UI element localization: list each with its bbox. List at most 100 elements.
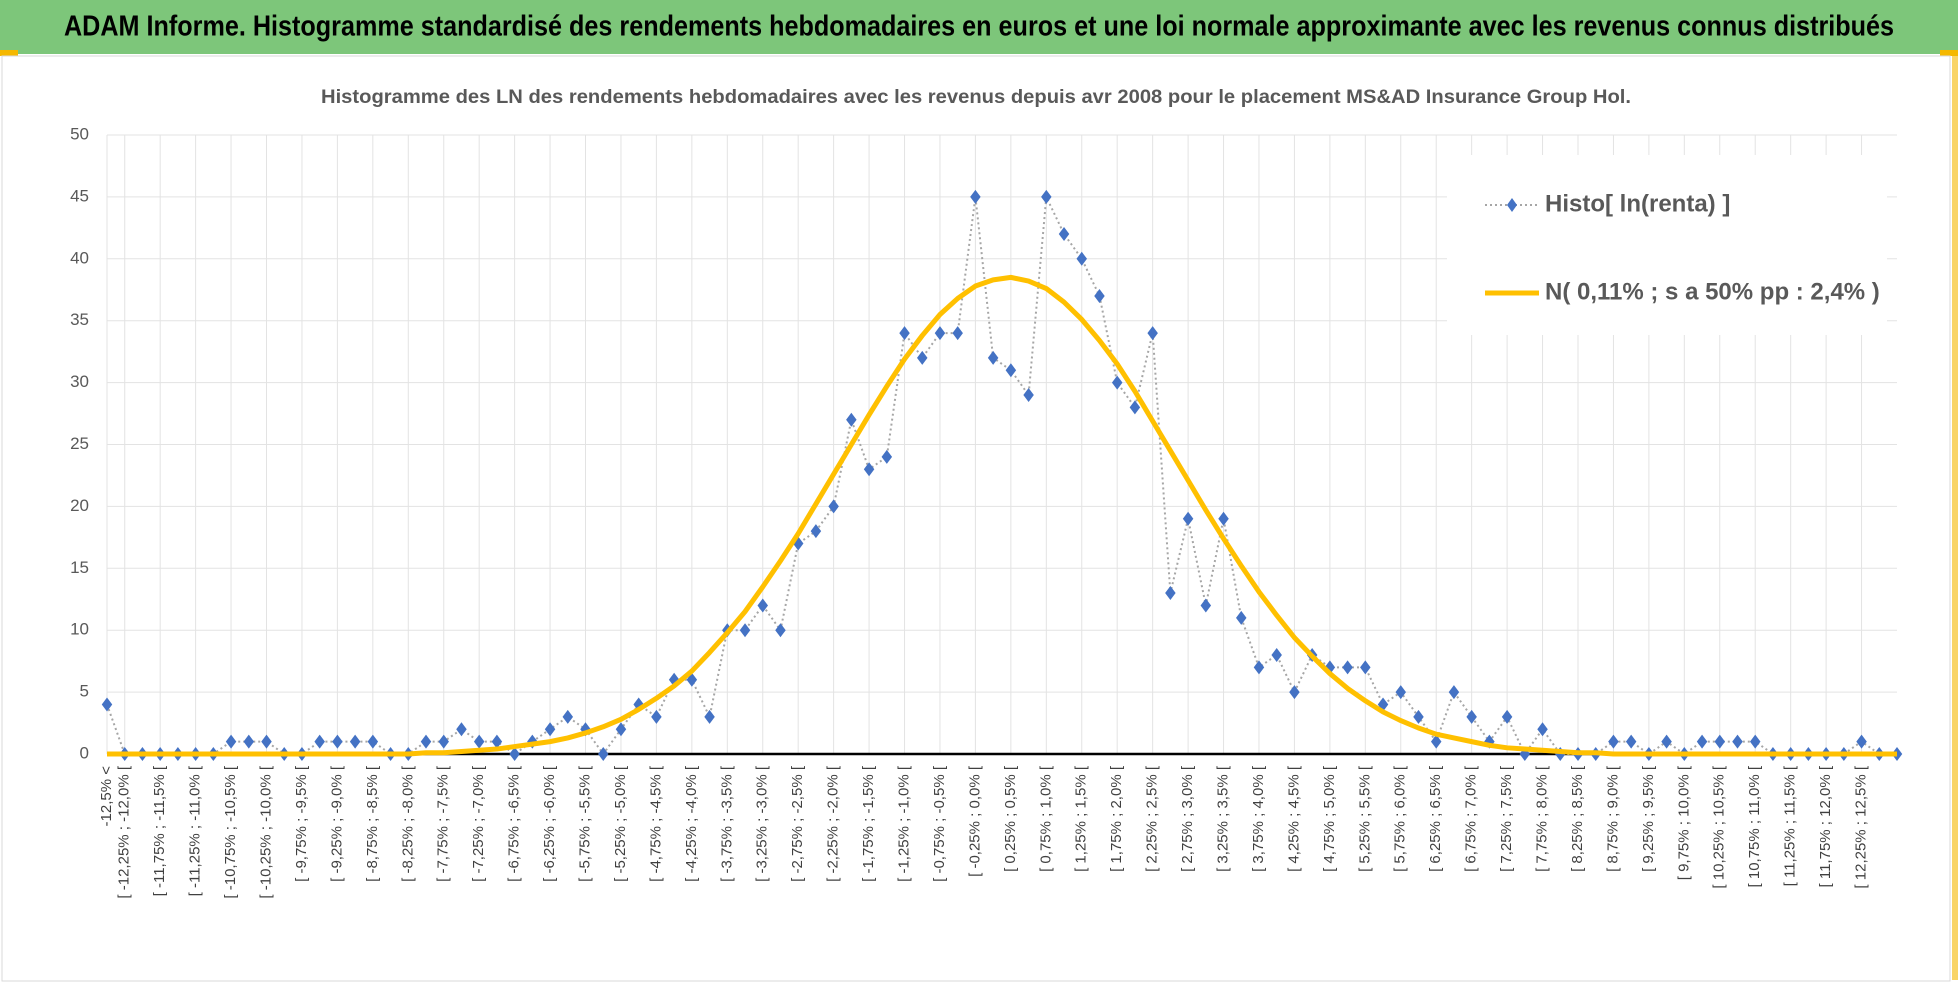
- marker: [1448, 685, 1460, 700]
- legend-box: [1447, 155, 1887, 335]
- marker: [1076, 251, 1088, 266]
- y-tick-label: 20: [70, 496, 89, 515]
- x-tick-label: [ 10,75% ; 11,0% [: [1746, 765, 1763, 887]
- marker: [261, 734, 272, 749]
- x-tick-label: [ -0,25% ; 0,0% [: [966, 765, 983, 877]
- marker: [1129, 400, 1141, 415]
- marker: [491, 734, 503, 749]
- y-tick-label: 30: [70, 372, 89, 391]
- marker: [314, 734, 325, 749]
- x-tick-label: -12,5% <: [98, 766, 115, 827]
- marker: [739, 623, 751, 638]
- x-tick-label: [ 0,25% ; 0,5% [: [1002, 765, 1019, 872]
- legend-label: Histo[ ln(renta) ]: [1545, 190, 1730, 217]
- x-tick-label: [ -4,25% ; -4,0% [: [683, 765, 700, 882]
- x-tick-label: [ -1,25% ; -1,0% [: [895, 765, 912, 882]
- marker: [1856, 734, 1867, 749]
- x-tick-label: [ -0,75% ; -0,5% [: [931, 765, 948, 882]
- marker: [1661, 734, 1672, 749]
- x-tick-label: [ 2,25% ; 2,5% [: [1144, 765, 1161, 872]
- marker: [1005, 363, 1017, 378]
- y-tick-label: 40: [70, 248, 89, 267]
- marker: [615, 722, 627, 737]
- marker: [1696, 734, 1708, 749]
- x-tick-label: [ 9,25% ; 9,5% [: [1640, 765, 1657, 872]
- x-tick-label: [ 4,25% ; 4,5% [: [1285, 765, 1302, 872]
- marker: [1608, 734, 1619, 749]
- y-tick-label: 25: [70, 434, 89, 453]
- chart-title: Histogramme des LN des rendements hebdom…: [321, 87, 1631, 108]
- marker: [1165, 586, 1176, 601]
- marker: [544, 722, 556, 737]
- marker: [1218, 511, 1229, 526]
- x-tick-label: [ -4,75% ; -4,5% [: [647, 765, 664, 882]
- x-tick-label: [ 6,75% ; 7,0% [: [1463, 765, 1480, 872]
- marker: [916, 350, 928, 365]
- marker: [562, 709, 574, 724]
- x-tick-label: [ 11,75% ; 12,0% [: [1817, 765, 1834, 887]
- marker: [704, 709, 715, 724]
- page-title: ADAM Informe. Histogramme standardisé de…: [64, 11, 1894, 43]
- marker: [1360, 660, 1371, 675]
- x-tick-label: [ -5,25% ; -5,0% [: [612, 765, 629, 882]
- x-tick-label: [ -12,25% ; -12,0% [: [116, 765, 133, 898]
- legend-marker: [1507, 198, 1517, 212]
- marker: [597, 747, 609, 761]
- marker: [651, 709, 662, 724]
- y-tick-label: 15: [70, 558, 89, 577]
- y-tick-label: 5: [80, 682, 89, 701]
- x-tick-label: [ -7,25% ; -7,0% [: [470, 765, 487, 882]
- marker: [1714, 734, 1726, 749]
- marker: [367, 734, 379, 749]
- x-tick-label: [ -2,25% ; -2,0% [: [825, 765, 842, 882]
- marker: [757, 598, 768, 613]
- x-tick-label: [ -3,25% ; -3,0% [: [754, 765, 771, 882]
- x-tick-label: [ 5,75% ; 6,0% [: [1392, 765, 1409, 872]
- marker: [775, 623, 786, 638]
- marker: [1094, 288, 1105, 303]
- marker: [420, 734, 432, 749]
- x-tick-label: [ 5,25% ; 5,5% [: [1356, 765, 1373, 872]
- y-tick-label: 50: [70, 124, 89, 143]
- marker: [1342, 660, 1353, 675]
- title-bar: [0, 0, 1958, 54]
- marker: [970, 189, 981, 204]
- marker: [810, 524, 822, 539]
- legend-label: N( 0,11% ; s a 50% pp : 2,4% ): [1545, 278, 1880, 305]
- x-tick-label: [ 7,75% ; 8,0% [: [1534, 765, 1551, 872]
- x-tick-label: [ 1,25% ; 1,5% [: [1073, 765, 1090, 872]
- marker: [1395, 685, 1407, 700]
- x-tick-label: [ 4,75% ; 5,0% [: [1321, 765, 1338, 872]
- edge-mark: [1952, 50, 1958, 980]
- marker: [1147, 326, 1158, 341]
- marker: [828, 499, 839, 514]
- x-tick-label: [ -1,75% ; -1,5% [: [860, 765, 877, 882]
- marker: [332, 734, 343, 749]
- x-tick-label: [ -3,75% ; -3,5% [: [718, 765, 735, 882]
- x-tick-label: [ -11,25% ; -11,0% [: [187, 765, 204, 896]
- marker: [987, 350, 999, 365]
- marker: [225, 734, 237, 749]
- marker: [1732, 734, 1743, 749]
- x-tick-label: [ 3,75% ; 4,0% [: [1250, 765, 1267, 872]
- marker: [473, 734, 485, 749]
- x-tick-label: [ -10,75% ; -10,5% [: [222, 765, 239, 898]
- x-tick-label: [ -5,75% ; -5,5% [: [576, 765, 593, 882]
- x-tick-label: [ 12,25% ; 12,5% [: [1853, 765, 1870, 888]
- x-tick-label: [ -11,75% ; -11,5% [: [151, 765, 168, 896]
- chart-border: [1, 55, 1951, 982]
- marker: [101, 697, 113, 712]
- marker: [1537, 722, 1548, 737]
- marker: [1253, 660, 1265, 675]
- x-tick-label: [ -9,75% ; -9,5% [: [293, 765, 310, 882]
- x-tick-label: [ 0,75% ; 1,0% [: [1037, 765, 1054, 872]
- marker: [846, 412, 857, 427]
- marker: [952, 326, 963, 341]
- x-tick-label: [ -6,25% ; -6,0% [: [541, 765, 558, 882]
- marker: [1625, 734, 1637, 749]
- x-tick-label: [ -2,75% ; -2,5% [: [789, 765, 806, 882]
- marker: [1236, 610, 1247, 625]
- marker: [1058, 227, 1070, 242]
- marker: [1749, 734, 1761, 749]
- marker: [243, 734, 255, 749]
